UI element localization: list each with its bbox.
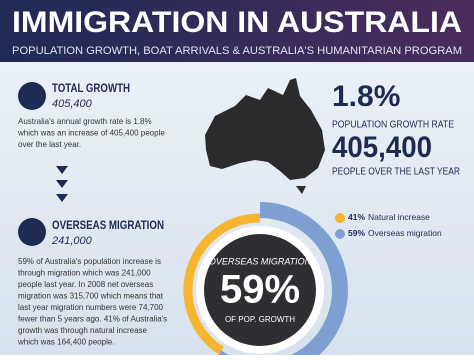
stat-label: PEOPLE OVER THE LAST YEAR (332, 167, 460, 178)
paragraph-line: over the last year. (18, 140, 81, 149)
stat-value: 1.8% (332, 80, 400, 113)
arrow (56, 194, 68, 202)
title: IMMIGRATION IN AUSTRALIA (12, 6, 462, 39)
donut-center (204, 234, 316, 346)
section-value: 241,000 (51, 235, 93, 247)
paragraph-line: fewer than 5 years ago. 41% of Australia… (18, 315, 167, 324)
paragraph-line: Australia's annual growth rate is 1.8% (18, 117, 152, 126)
paragraph-line: migration was 315,700 which means that (18, 292, 164, 301)
legend-name: Overseas migration (368, 228, 442, 238)
section-value: 405,400 (52, 98, 93, 110)
donut-segment (183, 213, 261, 355)
paragraph-line: 59% of Australia's population increase i… (18, 257, 161, 266)
arrow (56, 166, 68, 174)
icon (18, 82, 46, 110)
paragraph-line: last year migration numbers were 74,700 (18, 303, 164, 312)
legend-label: 59% Overseas migration (348, 228, 442, 238)
legend-label: 41% Natural increase (348, 212, 430, 222)
legend-value: 59% (348, 228, 365, 238)
paragraph-line: people last year. In 2008 net overseas (18, 280, 153, 289)
paragraph-line: growth was through natural increase (18, 326, 148, 335)
arrow (56, 180, 68, 188)
header (0, 0, 474, 62)
legend-swatch (335, 213, 345, 223)
subtitle: POPULATION GROWTH, BOAT ARRIVALS & AUSTR… (12, 45, 462, 57)
section-heading: TOTAL GROWTH (52, 81, 130, 95)
paragraph-line: which was an increase of 405,400 people (17, 129, 165, 138)
icon (18, 218, 46, 246)
center-sub: OF POP. GROWTH (225, 315, 295, 324)
center-value: 59% (220, 268, 300, 312)
stat-label: POPULATION GROWTH RATE (332, 120, 454, 131)
australia-map (205, 78, 325, 194)
legend-name: Natural increase (368, 212, 430, 222)
center-title: OVERSEAS MIGRATION (209, 256, 312, 266)
legend-swatch (335, 229, 345, 239)
donut-segment (215, 202, 348, 360)
paragraph-line: which was 164,400 people. (17, 338, 115, 347)
section-heading: OVERSEAS MIGRATION (52, 218, 164, 232)
paragraph-line: through migration which was 241,000 (18, 269, 151, 278)
stat-value: 405,400 (332, 131, 432, 164)
legend-value: 41% (348, 212, 365, 222)
